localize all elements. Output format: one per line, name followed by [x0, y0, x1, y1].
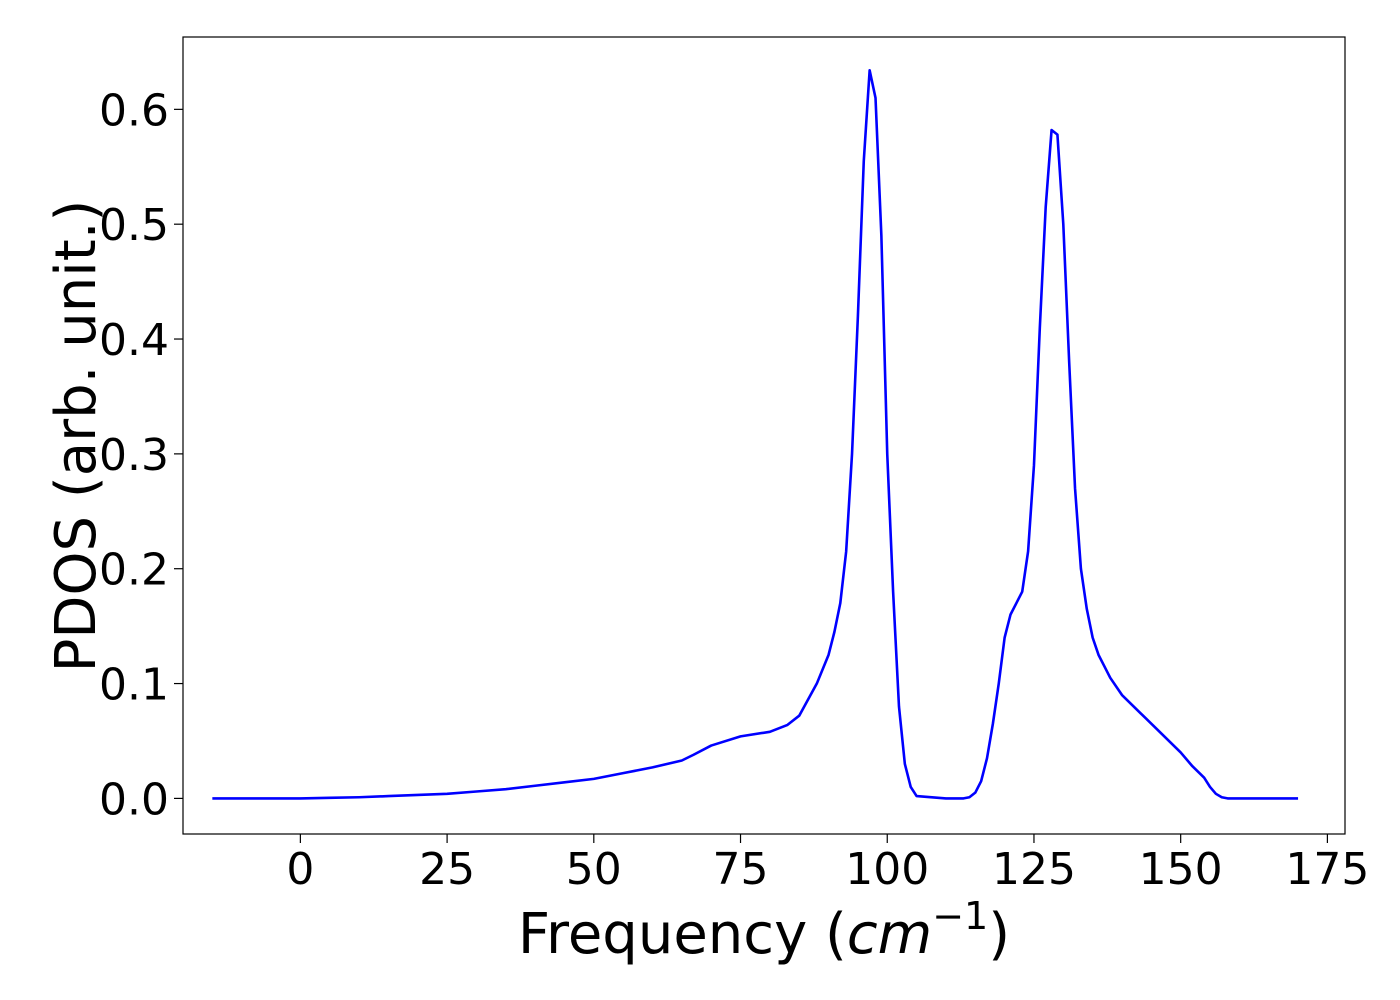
x-tick-label: 125	[992, 844, 1076, 895]
y-tick-label: 0.4	[99, 315, 169, 366]
x-tick-label: 75	[713, 844, 769, 895]
x-tick-label: 175	[1285, 844, 1369, 895]
x-axis-label-unit: cm	[847, 902, 932, 967]
x-axis-label: Frequency (cm−1)	[518, 894, 1010, 967]
x-axis-label-exponent: −1	[932, 894, 988, 938]
y-tick-label: 0.5	[99, 200, 169, 251]
x-axis-ticks: 0 25 50 75 100 125 150 175	[286, 834, 1369, 895]
y-tick-label: 0.0	[99, 774, 169, 825]
x-tick-label: 150	[1139, 844, 1223, 895]
y-tick-label: 0.6	[99, 85, 169, 136]
x-axis-label-text: Frequency (	[518, 902, 847, 967]
y-axis-label: PDOS (arb. unit.)	[44, 200, 109, 673]
y-tick-label: 0.3	[99, 430, 169, 481]
pdos-series-line	[212, 69, 1299, 800]
y-axis-ticks: 0.0 0.1 0.2 0.3 0.4 0.5 0.6	[99, 85, 183, 825]
x-tick-label: 100	[845, 844, 929, 895]
plot-frame	[182, 36, 1346, 835]
x-tick-label: 25	[419, 844, 475, 895]
x-tick-label: 0	[286, 844, 314, 895]
x-tick-label: 50	[566, 844, 622, 895]
x-axis-label-close: )	[988, 902, 1010, 967]
y-tick-label: 0.1	[99, 660, 169, 711]
y-tick-label: 0.2	[99, 545, 169, 596]
